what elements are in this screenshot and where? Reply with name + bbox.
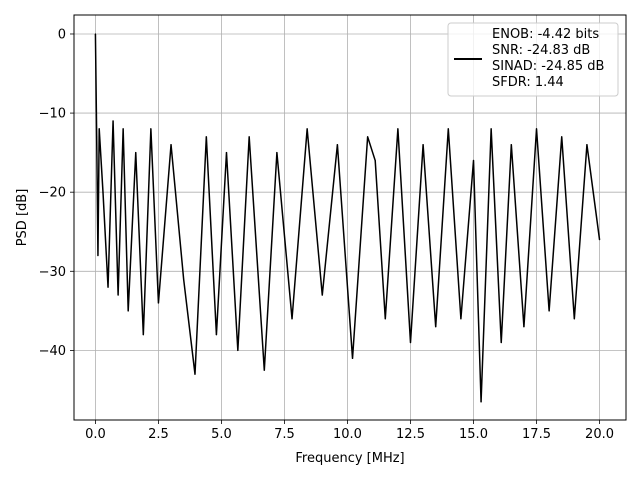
data-point [96, 136, 98, 138]
x-tick-label: 10.0 [333, 427, 362, 442]
data-points [94, 33, 601, 403]
data-point [472, 159, 475, 162]
data-point [183, 278, 185, 280]
data-point [351, 357, 354, 359]
data-point [112, 120, 114, 122]
data-point [142, 333, 144, 336]
data-point [500, 341, 502, 344]
data-point [460, 318, 462, 320]
data-point [490, 128, 492, 130]
data-point [435, 326, 437, 328]
data-point [598, 239, 601, 241]
data-point [102, 191, 104, 193]
data-point [548, 310, 550, 312]
x-tick-label: 5.0 [211, 427, 232, 442]
data-point [367, 136, 369, 138]
data-point [523, 326, 525, 328]
legend-entry-snr: SNR: -24.83 dB [492, 43, 590, 58]
data-point [480, 401, 482, 403]
x-tick-label: 15.0 [459, 427, 488, 442]
data-point [135, 152, 137, 154]
legend: ENOB: -4.42 bits SNR: -24.83 dB SINAD: -… [447, 22, 619, 97]
data-point [276, 152, 278, 154]
y-tick-label: −20 [39, 186, 66, 201]
series-group [94, 33, 601, 403]
x-tick-label: 20.0 [585, 427, 614, 442]
x-tick-label: 12.5 [396, 427, 425, 442]
legend-entry-sinad: SINAD: -24.85 dB [492, 59, 604, 74]
data-point [170, 144, 172, 146]
y-tick-label: 0 [58, 27, 66, 42]
data-point [447, 128, 449, 130]
data-point [94, 33, 97, 35]
x-tick-label: 2.5 [148, 427, 169, 442]
data-point [510, 144, 512, 146]
y-tick-label: −30 [39, 265, 66, 280]
data-point [384, 318, 386, 320]
data-point [291, 318, 293, 320]
x-axis-label: Frequency [MHz] [295, 451, 404, 466]
legend-entry-sfdr: SFDR: 1.44 [492, 75, 564, 90]
data-point [117, 294, 119, 296]
data-point [306, 128, 308, 130]
axes-frame [73, 14, 627, 421]
data-point [248, 136, 250, 138]
data-point [237, 349, 239, 351]
data-point [97, 254, 99, 257]
data-point [122, 128, 124, 130]
data-point [561, 136, 563, 138]
y-tick-label: −10 [39, 107, 66, 122]
data-point [336, 144, 338, 146]
legend-entry-enob: ENOB: -4.42 bits [492, 27, 599, 42]
data-point [215, 333, 218, 336]
data-point [157, 302, 160, 304]
data-point [409, 341, 412, 344]
x-tick-label: 17.5 [522, 427, 551, 442]
data-point [225, 152, 228, 154]
x-tick-label: 0.0 [85, 427, 106, 442]
y-tick-label: −40 [39, 344, 66, 359]
data-point [194, 373, 196, 375]
data-point [397, 128, 399, 130]
data-point [374, 159, 376, 162]
data-point [107, 286, 109, 288]
data-point [263, 369, 265, 371]
data-point [535, 128, 538, 130]
data-point [98, 128, 100, 130]
data-point [586, 144, 588, 146]
data-point [127, 310, 129, 312]
y-axis-label: PSD [dB] [15, 189, 30, 247]
x-tick-label: 7.5 [274, 427, 295, 442]
data-point [205, 136, 207, 138]
grid [74, 15, 626, 420]
psd-line [94, 33, 601, 403]
data-point [573, 318, 575, 320]
data-point [422, 144, 424, 146]
ticks: 0.0 2.5 5.0 7.5 10.0 12.5 15.0 17.5 20.0 0 −10 −20 −… [39, 27, 614, 442]
data-point [321, 294, 323, 296]
data-point [150, 128, 152, 130]
legend-box [447, 22, 619, 97]
